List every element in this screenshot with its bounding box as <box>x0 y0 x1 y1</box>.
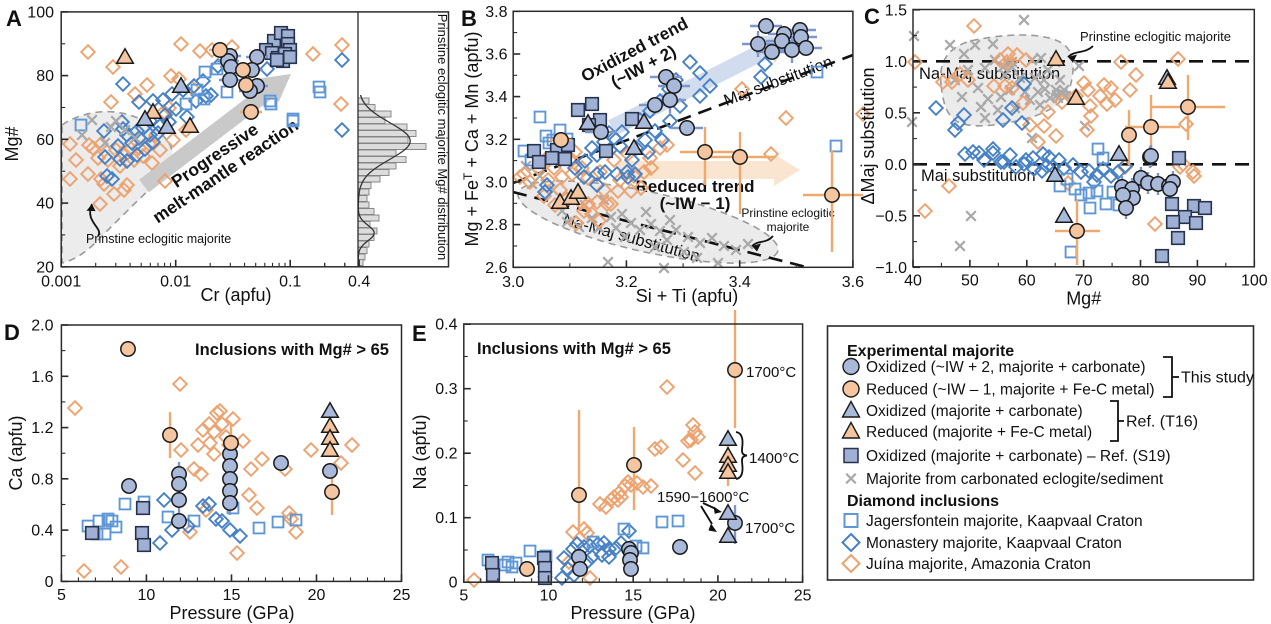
svg-text:0.4: 0.4 <box>348 274 370 291</box>
svg-text:Maj substitution: Maj substitution <box>921 167 1036 185</box>
svg-text:Prinstine eclogitic majorite: Prinstine eclogitic majorite <box>86 232 231 246</box>
svg-text:Reduced trend: Reduced trend <box>635 177 754 196</box>
svg-text:Oxidized (majorite + carbonate: Oxidized (majorite + carbonate) <box>866 403 1083 420</box>
svg-text:0.01: 0.01 <box>160 274 191 291</box>
svg-text:Inclusions with Mg# > 65: Inclusions with Mg# > 65 <box>195 341 389 359</box>
svg-text:B: B <box>461 6 477 31</box>
svg-text:40: 40 <box>904 272 922 289</box>
svg-text:60: 60 <box>36 132 54 149</box>
svg-text:15: 15 <box>624 588 642 605</box>
svg-text:Mg + FeT + Ca + Mn (apfu): Mg + FeT + Ca + Mn (apfu) <box>461 32 482 247</box>
svg-text:A: A <box>6 6 22 31</box>
svg-text:0.001: 0.001 <box>41 274 81 291</box>
svg-text:25: 25 <box>794 588 812 605</box>
svg-text:E: E <box>412 321 427 346</box>
svg-text:C: C <box>864 4 880 29</box>
svg-text:50: 50 <box>961 272 979 289</box>
svg-text:(~IW − 1): (~IW − 1) <box>660 194 731 213</box>
svg-text:40: 40 <box>36 196 54 213</box>
svg-text:Si + Ti (apfu): Si + Ti (apfu) <box>636 286 739 306</box>
svg-text:1590−1600°C: 1590−1600°C <box>657 489 749 506</box>
svg-text:This study: This study <box>1181 370 1254 387</box>
svg-text:0.1: 0.1 <box>435 510 457 527</box>
svg-text:100: 100 <box>1241 272 1268 289</box>
svg-text:Prinstine eclogitic: Prinstine eclogitic <box>741 206 834 220</box>
svg-text:5: 5 <box>57 587 66 604</box>
svg-text:Ref. (T16): Ref. (T16) <box>1126 414 1198 431</box>
svg-text:100: 100 <box>27 4 54 21</box>
svg-text:Monastery majorite, Kaapvaal C: Monastery majorite, Kaapvaal Craton <box>866 535 1122 552</box>
svg-text:10: 10 <box>138 587 156 604</box>
svg-text:1.5: 1.5 <box>885 2 907 19</box>
svg-text:3.4: 3.4 <box>729 274 751 291</box>
svg-text:0.3: 0.3 <box>435 381 457 398</box>
svg-text:1.2: 1.2 <box>31 420 53 437</box>
svg-text:3.2: 3.2 <box>615 274 637 291</box>
svg-text:0.4: 0.4 <box>435 317 457 334</box>
svg-text:3.0: 3.0 <box>502 274 524 291</box>
svg-text:2.6: 2.6 <box>485 260 507 277</box>
svg-text:3.0: 3.0 <box>485 175 507 192</box>
svg-text:Prinstine eclogitic majorite: Prinstine eclogitic majorite <box>1080 29 1231 44</box>
svg-text:3.6: 3.6 <box>485 47 507 64</box>
svg-text:0.8: 0.8 <box>31 471 53 488</box>
svg-text:Juína majorite, Amazonia Crato: Juína majorite, Amazonia Craton <box>866 556 1091 573</box>
svg-text:0.5: 0.5 <box>885 105 907 122</box>
svg-text:70: 70 <box>1075 272 1093 289</box>
svg-text:Na (apfu): Na (apfu) <box>410 414 430 489</box>
svg-text:20: 20 <box>308 587 326 604</box>
svg-text:−1.0: −1.0 <box>875 260 907 277</box>
svg-text:0.0: 0.0 <box>885 157 907 174</box>
svg-text:majorite: majorite <box>767 220 810 234</box>
svg-text:Diamond inclusions: Diamond inclusions <box>847 493 999 510</box>
svg-text:Cr (apfu): Cr (apfu) <box>200 285 271 305</box>
svg-text:−0.5: −0.5 <box>875 208 907 225</box>
svg-text:Experimental majorite: Experimental majorite <box>847 343 1014 360</box>
svg-text:1700°C: 1700°C <box>745 520 795 537</box>
svg-text:20: 20 <box>36 259 54 276</box>
svg-text:Majorite from carbonated eclog: Majorite from carbonated eclogite/sedime… <box>866 471 1164 488</box>
svg-text:Oxidized (majorite + carbonate: Oxidized (majorite + carbonate) – Ref. (… <box>866 448 1171 465</box>
svg-text:3.6: 3.6 <box>842 274 864 291</box>
svg-text:Oxidized (~IW + 2, majorite +: Oxidized (~IW + 2, majorite + carbonate) <box>866 359 1146 376</box>
svg-text:0: 0 <box>45 574 54 591</box>
svg-text:2.8: 2.8 <box>485 217 507 234</box>
svg-text:3.4: 3.4 <box>485 89 507 106</box>
svg-text:Ca (apfu): Ca (apfu) <box>6 415 26 490</box>
svg-text:2.0: 2.0 <box>31 318 53 335</box>
svg-text:5: 5 <box>459 588 468 605</box>
svg-text:Mg#: Mg# <box>2 126 22 161</box>
svg-text:60: 60 <box>1018 272 1036 289</box>
svg-text:10: 10 <box>540 588 558 605</box>
svg-text:Prinstine eclogitic majorite M: Prinstine eclogitic majorite Mg# distrib… <box>435 14 450 260</box>
svg-text:90: 90 <box>1189 272 1207 289</box>
svg-text:Mg#: Mg# <box>1066 289 1101 309</box>
svg-text:20: 20 <box>709 588 727 605</box>
svg-text:3.2: 3.2 <box>485 132 507 149</box>
svg-text:D: D <box>4 320 20 345</box>
svg-text:25: 25 <box>393 587 411 604</box>
svg-text:3.8: 3.8 <box>485 4 507 21</box>
svg-text:Inclusions with Mg# > 65: Inclusions with Mg# > 65 <box>477 340 671 358</box>
svg-text:1.0: 1.0 <box>885 54 907 71</box>
svg-text:Reduced (~IW – 1, majorite + F: Reduced (~IW – 1, majorite + Fe-C metal) <box>866 382 1155 399</box>
svg-text:Pressure (GPa): Pressure (GPa) <box>169 603 294 623</box>
svg-text:0: 0 <box>449 575 458 592</box>
svg-text:1700°C: 1700°C <box>746 364 796 381</box>
svg-text:15: 15 <box>223 587 241 604</box>
svg-text:Reduced (majorite + Fe-C meta: Reduced (majorite + Fe-C metal) <box>866 424 1092 441</box>
svg-text:80: 80 <box>36 68 54 85</box>
svg-text:1.6: 1.6 <box>31 369 53 386</box>
svg-text:ΔMaj substitution: ΔMaj substitution <box>858 67 878 204</box>
svg-text:Jagersfontein majorite, Kaapva: Jagersfontein majorite, Kaapvaal Craton <box>866 513 1143 530</box>
svg-text:0.1: 0.1 <box>279 274 301 291</box>
svg-text:80: 80 <box>1132 272 1150 289</box>
svg-text:1400°C: 1400°C <box>749 450 799 467</box>
svg-text:Pressure (GPa): Pressure (GPa) <box>570 603 695 623</box>
svg-text:0.4: 0.4 <box>31 523 53 540</box>
svg-text:0.2: 0.2 <box>435 446 457 463</box>
